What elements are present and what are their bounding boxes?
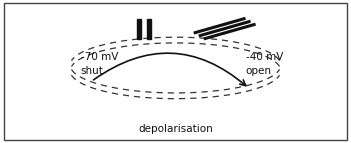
Text: -70 mV: -70 mV xyxy=(81,52,118,62)
Text: depolarisation: depolarisation xyxy=(138,124,213,134)
Text: shut: shut xyxy=(81,66,104,77)
Text: -40 mV: -40 mV xyxy=(246,52,283,62)
Bar xyxy=(137,19,141,39)
Text: open: open xyxy=(246,66,272,77)
Bar xyxy=(147,19,151,39)
